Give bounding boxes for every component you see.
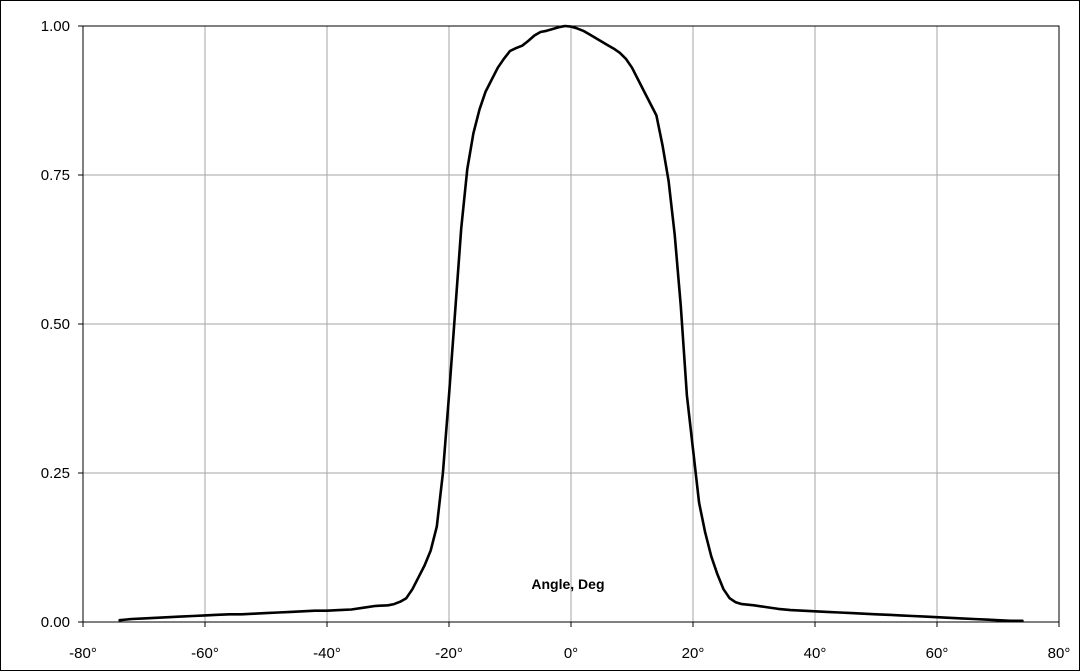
y-tick-label: 0.50 bbox=[41, 316, 70, 333]
x-tick-label: -80° bbox=[69, 645, 97, 662]
x-tick-label: -20° bbox=[435, 645, 463, 662]
series bbox=[118, 24, 1024, 623]
grid bbox=[83, 26, 1059, 622]
x-tick-label: 20° bbox=[682, 645, 705, 662]
y-tick-label: 1.00 bbox=[41, 18, 70, 35]
x-tick-label: 60° bbox=[926, 645, 949, 662]
x-tick-label: -60° bbox=[191, 645, 219, 662]
x-tick-label: 80° bbox=[1048, 645, 1071, 662]
y-axis: 0.00 0.25 0.50 0.75 1.00 bbox=[41, 18, 83, 631]
y-tick-label: 0.00 bbox=[41, 614, 70, 631]
x-tick-label: 40° bbox=[804, 645, 827, 662]
series-line bbox=[118, 24, 1024, 623]
x-tick-label: -40° bbox=[313, 645, 341, 662]
y-tick-label: 0.25 bbox=[41, 465, 70, 482]
x-axis-label: Angle, Deg bbox=[531, 576, 604, 592]
x-axis: -80° -60° -40° -20° 0° 20° 40° 60° 80° bbox=[69, 622, 1070, 662]
x-tick-label: 0° bbox=[564, 645, 578, 662]
y-tick-label: 0.75 bbox=[41, 167, 70, 184]
